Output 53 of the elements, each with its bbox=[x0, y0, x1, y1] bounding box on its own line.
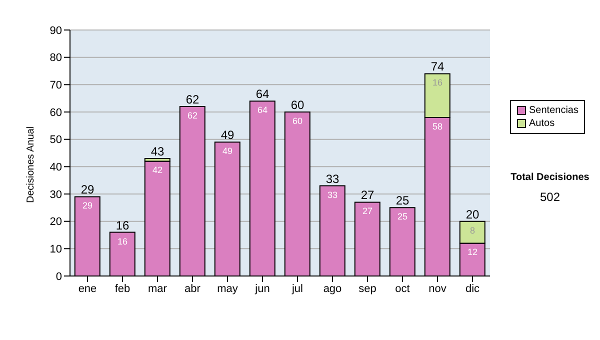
x-tick-label: oct bbox=[395, 282, 410, 295]
total-label: 60 bbox=[290, 98, 304, 112]
total-label: 27 bbox=[360, 188, 374, 202]
data-label: 8 bbox=[470, 225, 476, 236]
total-label: 33 bbox=[326, 172, 340, 186]
y-tick-label: 60 bbox=[50, 106, 62, 119]
legend-label: Autos bbox=[529, 117, 555, 130]
data-label: 29 bbox=[82, 200, 93, 211]
y-tick-label: 10 bbox=[50, 244, 62, 256]
x-tick-label: mar bbox=[148, 282, 168, 295]
y-tick-label: 70 bbox=[50, 80, 62, 92]
legend-label: Sentencias bbox=[529, 104, 578, 117]
x-tick-label: ene bbox=[78, 282, 97, 295]
y-tick-label: 90 bbox=[50, 24, 62, 37]
data-label: 58 bbox=[432, 121, 443, 132]
data-label: 49 bbox=[222, 146, 233, 156]
y-tick-label: 80 bbox=[50, 52, 62, 64]
x-tick-label: jul bbox=[290, 282, 304, 295]
data-label: 16 bbox=[432, 78, 443, 88]
x-tick-label: may bbox=[217, 282, 238, 295]
y-tick-label: 30 bbox=[50, 188, 62, 201]
x-tick-label: feb bbox=[114, 282, 130, 295]
x-tick-label: jun bbox=[254, 282, 270, 295]
total-label: 74 bbox=[430, 60, 444, 74]
data-label: 64 bbox=[257, 105, 268, 116]
data-label: 25 bbox=[397, 212, 408, 222]
total-label: 43 bbox=[150, 144, 164, 158]
total-label: 49 bbox=[220, 128, 234, 142]
data-label: 60 bbox=[292, 116, 303, 126]
x-tick-label: abr bbox=[184, 282, 201, 295]
x-tick-label: dic bbox=[465, 282, 480, 295]
x-tick-label: nov bbox=[428, 282, 447, 295]
text: Total Decisiones bbox=[510, 172, 590, 183]
y-tick-label: 0 bbox=[56, 270, 62, 283]
data-label: 42 bbox=[152, 165, 163, 176]
total-label: 20 bbox=[466, 207, 480, 222]
total-label: 64 bbox=[256, 87, 270, 102]
data-label: 12 bbox=[467, 247, 478, 258]
total-label: 25 bbox=[396, 194, 410, 208]
total-label: 16 bbox=[116, 218, 130, 232]
data-label: 16 bbox=[117, 236, 128, 246]
data-label: 33 bbox=[327, 190, 338, 200]
y-axis-title: Decisiones Anual bbox=[26, 126, 37, 203]
y-tick-label: 50 bbox=[50, 134, 62, 146]
data-label: 27 bbox=[362, 206, 373, 216]
total-label: 29 bbox=[80, 182, 94, 197]
y-tick-label: 40 bbox=[50, 162, 62, 174]
text: 502 bbox=[538, 190, 562, 204]
y-tick-label: 20 bbox=[50, 216, 62, 228]
data-label: 62 bbox=[187, 110, 198, 121]
x-tick-label: sep bbox=[358, 282, 376, 295]
x-tick-label: ago bbox=[323, 282, 342, 295]
total-label: 62 bbox=[186, 92, 200, 107]
